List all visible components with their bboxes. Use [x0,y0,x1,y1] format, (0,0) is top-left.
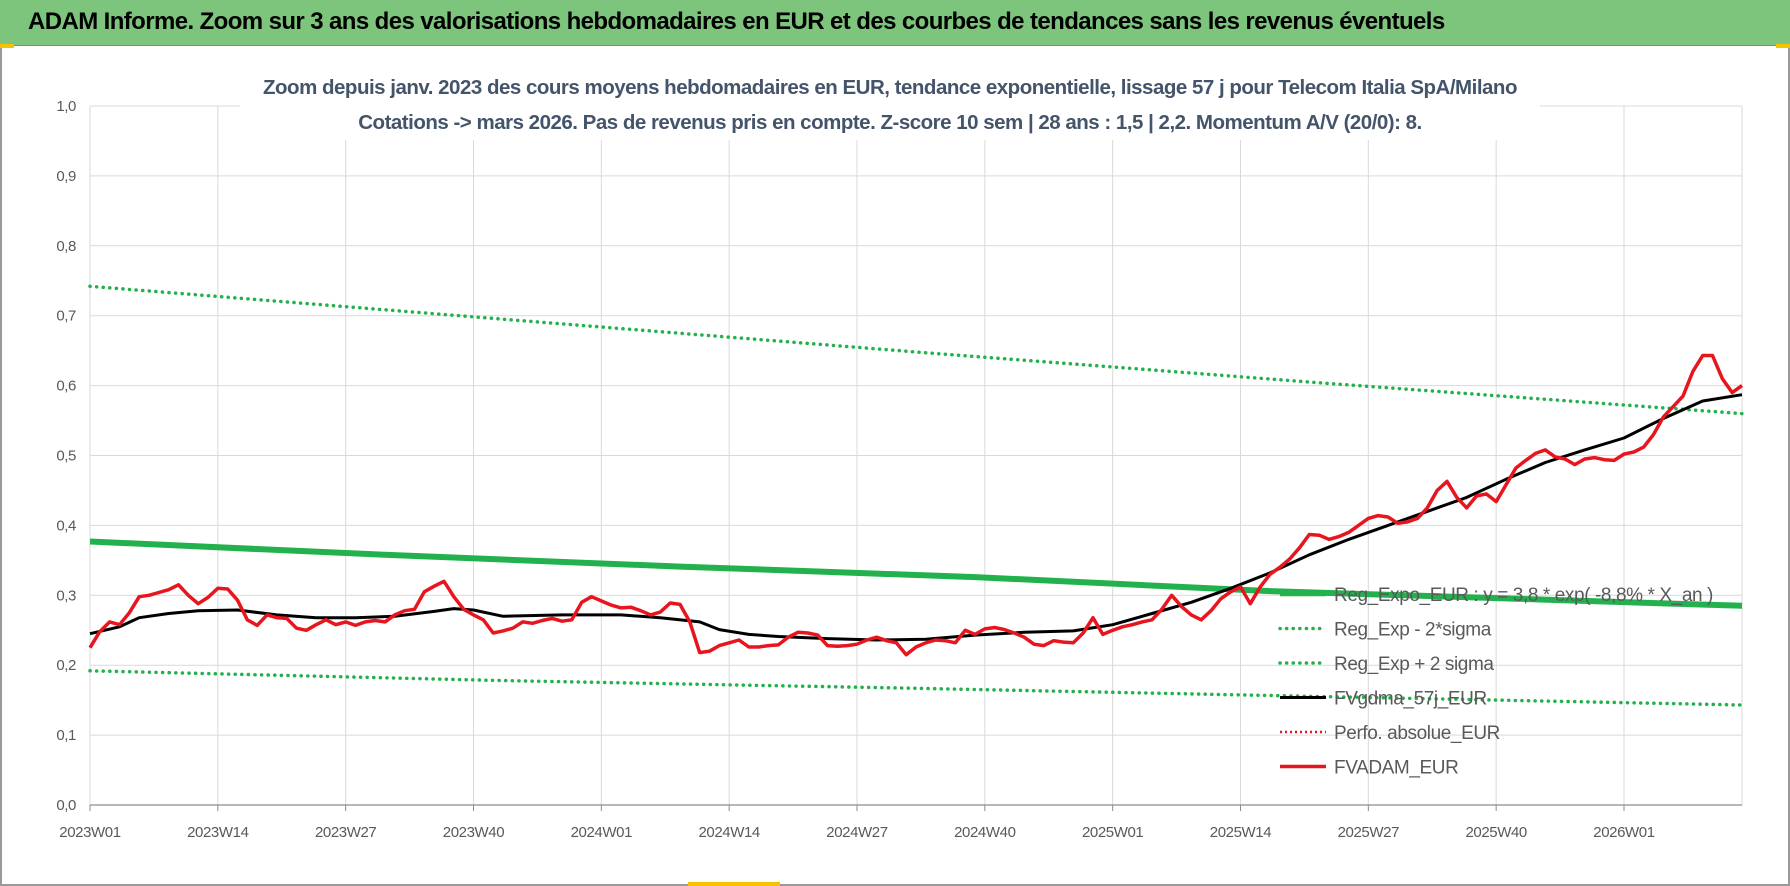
report-title: ADAM Informe. Zoom sur 3 ans des valoris… [28,8,1445,35]
legend-label: FVgdma_57j_EUR [1334,689,1487,710]
corner-mark-left [0,44,14,48]
x-tick-label: 2025W40 [1465,824,1526,841]
chart-subtitle: Cotations -> mars 2026. Pas de revenus p… [358,111,1421,134]
y-tick-label: 0,9 [56,168,76,185]
bottom-accent-mark [688,882,780,886]
y-tick-label: 0,6 [56,378,76,395]
x-tick-label: 2023W27 [315,824,376,841]
chart-title: Zoom depuis janv. 2023 des cours moyens … [263,76,1517,99]
legend-label: Perfo. absolue_EUR [1334,723,1500,744]
series-reg-exp-2-sigma [88,284,1744,416]
y-tick-label: 0,0 [56,797,76,814]
y-tick-label: 0,2 [56,657,76,674]
valuation-chart: 0,0 0,1 0,2 0,3 0,4 0,5 0,6 0,7 0,8 0,9 1,0 2023W0… [56,68,1744,841]
series-reg-exp-2-sigma [88,669,1744,707]
x-tick-label: 2024W40 [954,824,1015,841]
x-tick-label: 2026W01 [1593,824,1654,841]
y-tick-label: 0,5 [56,448,76,465]
corner-mark-right [1776,44,1790,48]
report-banner: ADAM Informe. Zoom sur 3 ans des valoris… [0,0,1790,46]
legend-label: Reg_Expo_EUR : y = 3,8 * exp( -8,8% * X_… [1334,585,1713,606]
x-tick-label: 2023W40 [443,824,504,841]
y-tick-labels: 0,0 0,1 0,2 0,3 0,4 0,5 0,6 0,7 0,8 0,9 1,0 [56,98,76,814]
legend-label: Reg_Exp - 2*sigma [1334,620,1492,641]
legend-label: Reg_Exp + 2 sigma [1334,654,1494,675]
y-tick-label: 0,8 [56,238,76,255]
x-tick-label: 2023W14 [187,824,248,841]
series-layer [88,284,1744,707]
y-tick-label: 0,3 [56,587,76,604]
series-reg-expo-eur-y-3-8-exp-8-8-x-an [89,538,1743,609]
y-tick-label: 0,1 [56,727,76,744]
x-tick-label: 2025W27 [1338,824,1399,841]
y-tick-label: 0,4 [56,517,76,534]
x-tick-labels: 2023W01 2023W14 2023W27 2023W40 2024W01 2024W… [59,824,1655,841]
x-tick-label: 2024W14 [698,824,759,841]
x-tick-label: 2025W01 [1082,824,1143,841]
y-tick-label: 1,0 [56,98,76,115]
x-tick-label: 2024W01 [571,824,632,841]
x-tick-label: 2024W27 [826,824,887,841]
x-tick-label: 2023W01 [59,824,120,841]
title-backdrop [240,68,1540,140]
grid-layer [89,105,1743,811]
x-tick-label: 2025W14 [1210,824,1271,841]
legend-label: FVADAM_EUR [1334,758,1458,779]
series-fvadam-eur [88,353,1744,657]
chart-legend: Reg_Expo_EUR : y = 3,8 * exp( -8,8% * X_… [1278,585,1713,779]
y-tick-label: 0,7 [56,308,76,325]
chart-title-block: Zoom depuis janv. 2023 des cours moyens … [240,68,1540,140]
